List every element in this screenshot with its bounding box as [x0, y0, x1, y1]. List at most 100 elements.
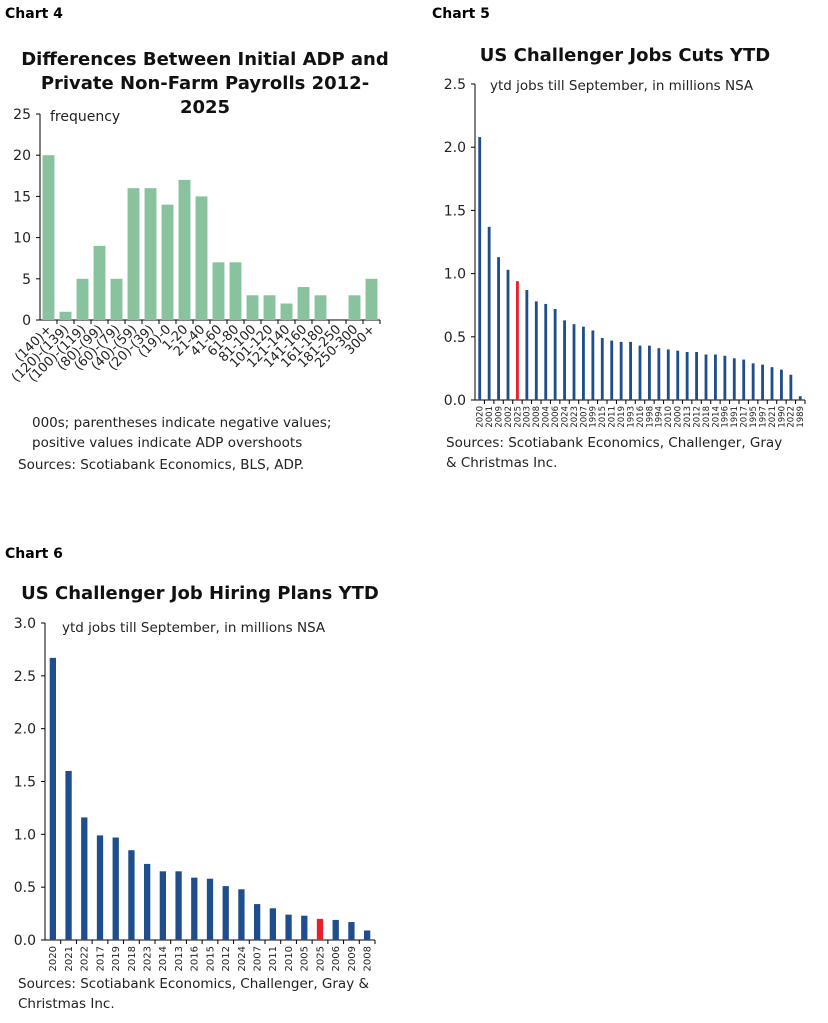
c5-x-tick-label: 2007: [579, 406, 589, 428]
c6-bar-2009: [348, 922, 355, 940]
c6-y-tick-label: 1.0: [14, 827, 36, 843]
c4-y-tick-label: 5: [22, 272, 31, 288]
c6-x-tick-label: 2017: [95, 946, 106, 971]
chart4-note-1: 000s; parentheses indicate negative valu…: [32, 415, 332, 431]
c6-x-tick-label: 2020: [48, 946, 59, 971]
c4-bar-(60)-(79): [110, 278, 123, 320]
c4-bar-(120)-(139): [59, 311, 72, 320]
chart6-sources-1: Sources: Scotiabank Economics, Challenge…: [18, 976, 369, 992]
c6-bar-2015: [206, 878, 214, 940]
c6-x-tick-label: 2007: [252, 946, 263, 971]
chart5-sources-1: Sources: Scotiabank Economics, Challenge…: [446, 435, 783, 451]
c5-x-tick-label: 2025: [513, 406, 523, 428]
c5-bar-1997: [761, 364, 764, 400]
c5-x-tick-label: 1999: [589, 406, 599, 428]
c5-y-tick-label: 0.0: [444, 393, 466, 409]
c5-bar-2009: [497, 257, 500, 400]
c5-x-tick-label: 2012: [692, 406, 702, 428]
c6-x-tick-label: 2010: [284, 946, 295, 971]
c5-bar-2012: [695, 351, 698, 400]
c4-bar-300+: [365, 278, 378, 320]
c6-bar-2011: [269, 908, 276, 940]
chart5-sources-2: & Christmas Inc.: [446, 455, 558, 471]
c5-bar-2008: [534, 301, 538, 400]
c6-y-tick-label: 2.0: [14, 722, 36, 738]
c6-x-tick-label: 2013: [174, 946, 185, 971]
c5-x-tick-label: 1991: [730, 406, 740, 428]
c6-bar-2017: [96, 835, 104, 940]
c6-x-tick-label: 2006: [331, 946, 342, 971]
c6-x-tick-label: 2021: [64, 946, 75, 971]
c5-bar-2007: [582, 326, 585, 400]
c5-x-tick-label: 2009: [494, 406, 504, 428]
c4-bar-(100)-(119): [76, 278, 89, 320]
c5-x-tick-label: 2014: [711, 406, 721, 428]
c5-bar-1989: [798, 396, 802, 400]
chart4-note-2: positive values indicate ADP overshoots: [32, 435, 303, 451]
c6-bar-2008: [364, 930, 371, 940]
c4-bar-161-180: [314, 295, 327, 320]
c5-bar-2002: [506, 269, 510, 400]
c6-x-tick-label: 2011: [268, 946, 279, 971]
c4-y-tick-label: 20: [13, 148, 31, 164]
c5-x-tick-label: 2002: [504, 406, 514, 428]
c5-bar-2025: [516, 281, 519, 400]
c6-bar-2018: [128, 850, 135, 940]
c5-x-tick-label: 2021: [768, 406, 778, 428]
c5-x-tick-label: 2017: [740, 406, 750, 428]
c5-x-tick-label: 2020: [476, 406, 486, 428]
c6-x-tick-label: 2008: [362, 946, 373, 971]
c5-x-tick-label: 1989: [796, 406, 806, 428]
c5-bar-2021: [770, 367, 774, 400]
c4-bar-(80)-(99): [93, 245, 106, 320]
c6-y-tick-label: 0.0: [14, 933, 36, 949]
c5-bar-2014: [714, 354, 717, 400]
chart5-title: US Challenger Jobs Cuts YTD: [479, 45, 771, 66]
c6-bar-2024: [238, 889, 245, 940]
c5-bar-2023: [572, 324, 576, 400]
c6-bar-2025: [316, 918, 324, 940]
c6-bar-2010: [285, 914, 292, 940]
c6-y-tick-label: 2.5: [14, 669, 36, 685]
c5-bar-2003: [525, 290, 529, 400]
c6-x-tick-label: 2016: [190, 946, 201, 971]
c4-bar-41-60: [212, 262, 225, 320]
c5-x-tick-label: 2019: [617, 406, 627, 428]
c6-x-tick-label: 2009: [347, 946, 358, 971]
c6-y-label: ytd jobs till September, in millions NSA: [62, 620, 326, 636]
c4-bar-1-20: [178, 179, 191, 320]
c5-x-tick-label: 2001: [485, 406, 495, 428]
c4-bar-(20)-(39): [144, 188, 157, 320]
chart6-title: US Challenger Job Hiring Plans YTD: [21, 583, 379, 604]
c6-x-tick-label: 2022: [80, 946, 91, 971]
c6-x-tick-label: 2012: [221, 946, 232, 971]
c5-x-tick-label: 2010: [664, 406, 674, 428]
c5-x-tick-label: 2015: [598, 406, 608, 428]
c5-bar-2001: [487, 226, 491, 400]
c6-bar-2022: [81, 817, 88, 940]
c5-bar-2018: [704, 354, 708, 400]
c6-bar-2014: [159, 871, 166, 940]
c5-x-tick-label: 2016: [636, 406, 646, 428]
c4-bar-(140)+: [42, 155, 55, 320]
chart6-sources-2: Christmas Inc.: [18, 996, 115, 1012]
c4-bar-81-100: [246, 295, 259, 320]
c5-x-tick-label: 1998: [645, 406, 655, 428]
c5-x-tick-label: 1997: [758, 406, 768, 428]
c6-bar-2013: [175, 871, 182, 940]
c5-bar-2010: [666, 349, 670, 400]
c6-bar-2006: [332, 919, 339, 940]
c4-bar-61-80: [229, 262, 242, 320]
c5-bar-2006: [553, 308, 557, 400]
c6-x-tick-label: 2023: [142, 946, 153, 971]
c5-bar-2000: [676, 350, 680, 400]
c4-y-tick-label: 25: [13, 107, 31, 123]
c5-bar-1998: [648, 345, 651, 400]
c5-bar-1990: [780, 369, 783, 400]
c4-bar-250-300: [348, 295, 361, 320]
c5-x-tick-label: 2004: [542, 406, 552, 428]
c5-y-tick-label: 0.5: [444, 330, 466, 346]
c5-bar-2013: [685, 351, 689, 400]
c6-x-tick-label: 2018: [127, 946, 138, 971]
c5-x-tick-label: 2018: [702, 406, 712, 428]
